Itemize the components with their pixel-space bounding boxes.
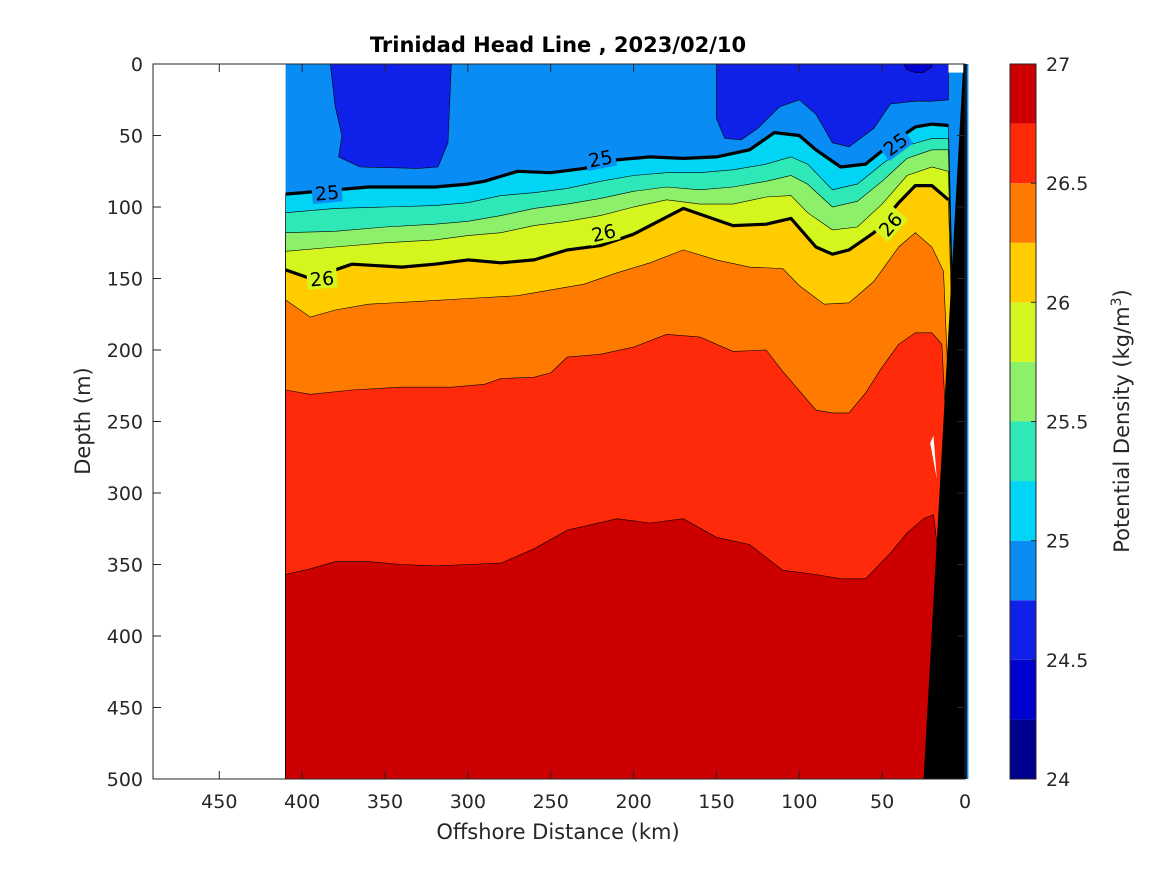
isoline-label-26-2: 26 [586,217,621,247]
x-tick-label: 250 [533,791,569,813]
x-axis: 450 400 350 300 250 200 150 100 50 0 [201,64,971,813]
x-tick-label: 400 [284,791,320,813]
isoline-label-25-1: 25 [311,179,343,206]
colorbar-swatch [1010,481,1036,541]
isoline-label-26-1: 26 [306,265,338,291]
x-tick-label: 450 [201,791,237,813]
isoline-label-text: 26 [590,220,619,247]
x-tick-label: 300 [450,791,486,813]
x-tick-label: 100 [781,791,817,813]
y-tick-label: 500 [107,769,143,791]
colorbar: 24 24.5 25 25.5 26 26.5 27 [1009,54,1088,791]
seafloor-gap [930,435,937,479]
colorbar-swatch [1010,421,1036,482]
colorbar-swatch [1010,361,1036,422]
isoline-label-text: 25 [314,182,340,206]
x-tick-label: 200 [615,791,651,813]
colorbar-label-main: Potential Density (kg/m [1110,306,1134,552]
colorbar-tick-label: 25.5 [1046,412,1088,434]
isoline-label-25-2: 25 [583,143,618,172]
nearshore-blank [948,64,964,73]
colorbar-swatch [1010,600,1036,660]
colorbar-tick-label: 24 [1046,769,1070,791]
x-tick-label: 0 [959,791,971,813]
y-tick-label: 450 [107,698,143,720]
isoline-26 [285,184,950,281]
isoline-25 [285,122,949,196]
colorbar-tick-label: 24.5 [1046,650,1088,672]
isoline-label-bg [876,125,914,162]
x-tick-label: 350 [367,791,403,813]
chart-title: Trinidad Head Line , 2023/02/10 [370,33,746,57]
colorbar-label: Potential Density (kg/m3) [1109,289,1134,553]
colorbar-swatch [1010,540,1036,601]
colorbar-label-sup: 3 [1109,297,1125,306]
y-tick-label: 100 [107,197,143,219]
colorbar-swatch [1010,64,1036,124]
y-axis-label: Depth (m) [71,367,95,474]
isoline-label-bg [583,143,618,172]
density-fills [285,63,969,780]
colorbar-tick-label: 25 [1046,531,1070,553]
bathymetry-layer [923,64,967,779]
colorbar-swatch [1010,719,1036,779]
isoline-label-bg [311,179,343,204]
colorbar-tick-label: 26.5 [1046,173,1088,195]
isoline-label-text: 25 [587,146,615,172]
colorbar-tick-label: 27 [1046,54,1070,76]
isoline-label-bg [586,217,621,246]
low-density-patch-1 [329,63,452,169]
seafloor [923,64,967,779]
x-tick-label: 150 [698,791,734,813]
y-tick-label: 250 [107,412,143,434]
y-tick-label: 0 [131,54,143,76]
y-axis: 0 50 100 150 200 250 300 350 400 450 500 [107,54,965,791]
x-tick-label: 50 [870,791,894,813]
isoline-label-text: 26 [309,268,335,292]
colorbar-swatch [1010,123,1036,184]
x-axis-label: Offshore Distance (km) [436,820,679,844]
colorbar-swatch [1010,242,1036,303]
band-above-b-26-75 [285,514,966,780]
y-tick-label: 50 [119,126,143,148]
y-tick-label: 400 [107,626,143,648]
y-tick-label: 150 [107,269,143,291]
y-tick-label: 300 [107,483,143,505]
colorbar-tick-label: 26 [1046,292,1070,314]
y-tick-label: 200 [107,340,143,362]
low-density-patch-2 [716,63,949,148]
colorbar-label-end: ) [1110,289,1134,297]
colorbar-swatch [1010,302,1036,362]
isoline-label-bg [871,205,908,243]
colorbar-swatch [1010,183,1036,243]
isoline-label-bg [306,265,338,290]
colorbar-swatch [1010,659,1036,720]
y-tick-label: 350 [107,555,143,577]
